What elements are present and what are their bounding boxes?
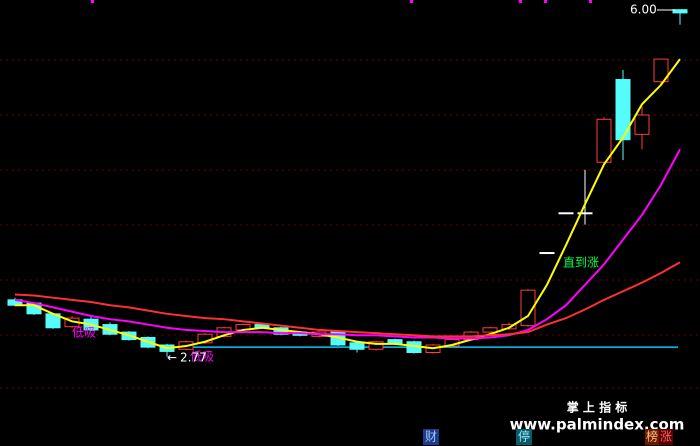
dot [589, 0, 592, 3]
candle-body [349, 342, 365, 350]
candle-body [672, 9, 688, 14]
annotation: 低吸 [72, 326, 96, 340]
dot [91, 0, 94, 3]
ma-line [15, 58, 681, 350]
candle-body [577, 212, 593, 215]
dot [544, 0, 547, 3]
marker: 榜 [646, 429, 658, 444]
candle-body [596, 118, 612, 163]
dot [519, 0, 522, 3]
candle-body [653, 58, 669, 83]
marker-bg [516, 429, 532, 445]
annotation: 直到涨 [563, 255, 599, 270]
marker: 停 [518, 429, 530, 444]
marker-bg [423, 429, 439, 445]
dot [410, 0, 413, 3]
marker: 涨 [660, 429, 672, 444]
ma-line [14, 261, 681, 338]
low-label: 2.77 [180, 351, 207, 365]
candle-body [520, 289, 536, 327]
candle-body [482, 327, 498, 333]
candle-body [615, 79, 631, 141]
low-arrow: ← [167, 351, 177, 365]
candle-body [558, 212, 574, 215]
top-dots [91, 0, 592, 3]
grid [0, 59, 700, 389]
marker-bg [659, 429, 673, 445]
watermark: 掌 上 指 标 [567, 400, 628, 415]
marker-bg [645, 429, 659, 445]
candle-body [539, 252, 555, 255]
candle-body [368, 341, 384, 350]
high-label: 6.00 [630, 3, 657, 17]
ma-line [14, 148, 681, 340]
watermark: www.palmindex.com [510, 416, 685, 434]
marker: 财 [425, 430, 437, 444]
plot [7, 9, 688, 357]
candle-body [634, 114, 650, 135]
annotation: 低吸 [190, 350, 214, 364]
